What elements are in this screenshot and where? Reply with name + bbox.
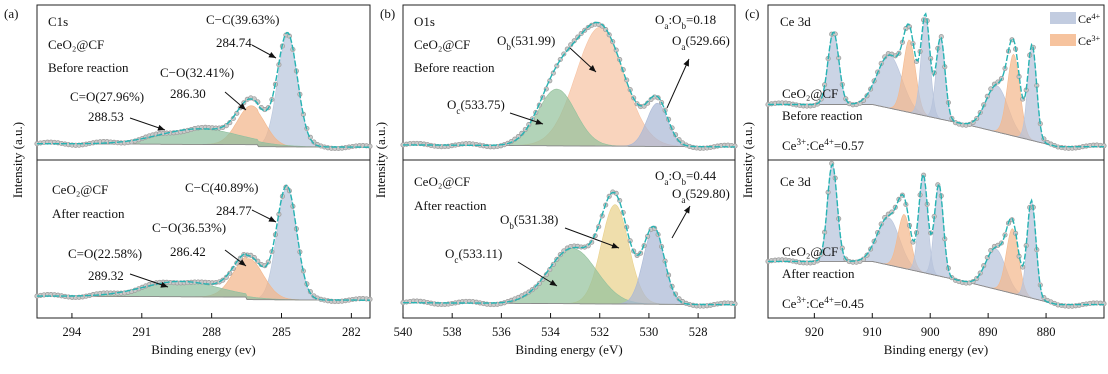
panel-a-x-axis-label: Binding energy (ev) [151,342,255,357]
panel-a-x-tick-label: 291 [132,325,151,339]
panel-a-x-tick-label: 294 [63,325,83,339]
panel-b-bottom-plot [400,189,738,309]
panel-b-x-tick-label: 530 [640,325,659,339]
legend-swatch-Ce3 [1050,34,1076,46]
panel-c-y-axis-label: Intensity (a.u.) [740,122,755,198]
panel-b-bottom-condition: After reaction [414,198,487,213]
panel-a-label: (a) [4,6,18,21]
panel-a-bottom-cc-label: C−C(40.89%) [185,180,258,195]
panel-b-top-condition: Before reaction [414,60,495,75]
panel-a-x-tick-label: 282 [342,325,361,339]
panel-c-x-tick-label: 880 [1037,325,1056,339]
panel-b-bottom-oc-label: Oc(533.11) [445,246,502,265]
panel-a-top-cdo-label: C=O(27.96%) [70,89,144,104]
panel-a-top-condition: Before reaction [48,60,129,75]
panel-b-x-tick-label: 528 [689,325,708,339]
panel-a-top-cc-arrow [251,44,277,59]
panel-b-bottom-fit-envelope [402,191,735,306]
panel-c-bottom-plot [765,160,1107,309]
panel-b-bottom-oc-arrow [517,261,558,287]
panel-c-x-tick-label: 910 [863,325,882,339]
panel-b-bottom-oa-label: Oa(529.80) [672,186,730,205]
legend-swatch-Ce4 [1050,12,1076,24]
panel-a-bottom-plot [34,184,373,305]
panel-b-bottom-ob-label: Ob(531.38) [500,212,558,231]
panel-c-x-axis-label: Binding energy (ev) [884,342,988,357]
panel-c-label: (c) [745,6,759,21]
panel-c-x-tick-label: 890 [979,325,998,339]
panel-b-top-oc-label: Oc(533.75) [447,97,505,116]
panel-c-top-plot [765,12,1107,151]
panel-a-x-tick-label: 288 [202,325,221,339]
panel-b-top-oa-arrow [666,58,690,109]
panel-a-bottom-cdo-energy: 289.32 [88,268,124,283]
panel-c-bottom-condition: After reaction [782,266,855,281]
panel-c-bottom-element: Ce 3d [780,174,811,189]
panel-a-top-co-energy: 286.30 [170,86,206,101]
panel-a-bottom-sample: CeO₂@CF [52,182,108,197]
panel-c-bottom-sample: CeO₂@CF [782,244,838,259]
panel-c-x-tick-label: 900 [921,325,940,339]
panel-a-bottom-frame [36,159,371,319]
panel-b-top-oa-label: Oa(529.66) [672,33,730,52]
panel-a-top-cc-energy: 284.74 [216,35,252,50]
panel-c-top-sample: CeO₂@CF [782,86,838,101]
panel-a-top-co-label: C−O(32.41%) [160,65,234,80]
panel-b-bottom-ratio: Oa:Ob=0.44 [655,168,717,187]
panel-b-bottom-oa-arrow [671,205,691,239]
panel-c-top-element: Ce 3d [780,14,811,29]
panel-b-x-tick-label: 540 [394,325,413,339]
panel-a-bottom-cc-arrow [251,209,277,223]
panel-c-top-condition: Before reaction [782,108,863,123]
panel-b-y-axis-label: Intensity (a.u.) [373,122,388,198]
panel-a-bottom-co-energy: 286.42 [170,244,206,259]
panel-a-y-axis-label: Intensity (a.u.) [10,122,25,198]
panel-a-x-tick-label: 285 [272,325,291,339]
panel-a-top-cdo-energy: 288.53 [88,109,124,124]
panel-a-bottom-fit-envelope [37,184,370,301]
panel-b-bottom-sample: CeO₂@CF [414,174,470,189]
panel-b-x-axis-label: Binding energy (eV) [515,342,622,357]
panel-a-bottom-cdo-label: C=O(22.58%) [68,246,142,261]
panel-c-top-ratio: Ce3+:Ce4+=0.57 [782,137,864,153]
panel-a-bottom-cc-energy: 284.77 [216,203,252,218]
panel-a-bottom-co-label: C−O(36.53%) [152,220,226,235]
panel-a-top-co-arrow [224,91,247,111]
panel-b-x-axis: 540 538 536 534 532 530 528 Binding energy (eV) [394,313,708,357]
legend-label-Ce3: Ce3+ [1078,34,1101,49]
panel-c-legend: Ce4+ Ce3+ [1050,12,1101,49]
panel-c-top-fit-envelope [768,12,1104,148]
panel-b-x-tick-label: 538 [443,325,462,339]
panel-a-top-cdo-arrow [129,117,166,131]
panel-c-x-tick-label: 920 [805,325,824,339]
panel-b-element: O1s [414,14,435,29]
panel-a-top-cc-label: C−C(39.63%) [206,12,279,27]
panel-b-top-ob-label: Ob(531.99) [497,33,555,52]
panel-a-bottom-co-arrow [224,249,247,267]
panel-c-bottom-frame [767,159,1105,319]
legend-label-Ce4: Ce4+ [1078,12,1101,27]
panel-a-element: C1s [48,14,68,29]
panel-a-bottom-cdo-arrow [129,273,169,288]
panel-a-top-plot [34,31,373,152]
panel-b-x-tick-label: 536 [492,325,511,339]
panel-b-x-tick-label: 532 [590,325,609,339]
panel-b-bottom-frame [402,159,736,319]
panel-b-label: (b) [380,6,395,21]
panel-b-top-ratio: Oa:Ob=0.18 [655,12,716,31]
panel-a-top-sample: CeO₂@CF [48,37,104,52]
panel-c-bottom-fit-envelope [768,162,1104,306]
panel-b-top-sample: CeO₂@CF [414,37,470,52]
panel-b-top-oc-arrow [509,112,544,125]
panel-c-x-axis: 920 910 900 890 880 Binding energy (ev) [805,313,1055,357]
panel-b-bottom-ob-arrow [564,227,620,249]
panel-b-x-tick-label: 534 [541,325,561,339]
panel-c-bottom-ratio: Ce3+:Ce4+=0.45 [782,295,864,311]
panel-b-top-fit-envelope [403,21,735,148]
panel-b-top-ob-arrow [569,47,597,73]
panel-a-x-axis: 294 291 288 285 282 Binding energy (ev) [63,313,361,357]
panel-b-top-plot [400,21,738,151]
panel-a-bottom-condition: After reaction [52,206,125,221]
